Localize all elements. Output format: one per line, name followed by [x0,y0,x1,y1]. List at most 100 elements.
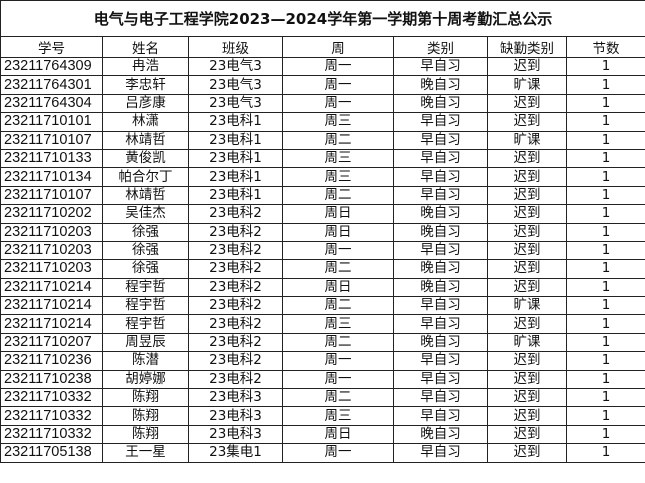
cell-student-id: 23211710203 [0,259,103,279]
cell-name: 林潇 [102,112,189,132]
cell-class: 23电科1 [188,185,283,206]
table-row: 23211710134 帕合尔丁 23电科1 周三 早自习 迟到 1 [0,167,645,187]
cell-absence-type: 迟到 [487,388,567,408]
cell-periods: 1 [565,185,645,206]
table-row: 23211710203 徐强 23电科2 周日 晚自习 迟到 1 [0,222,645,242]
cell-absence-type: 迟到 [487,56,567,77]
table-row: 23211710133 黄俊凯 23电科1 周三 早自习 迟到 1 [0,148,645,169]
col-header-name: 姓名 [102,36,189,58]
cell-absence-type: 迟到 [487,443,567,463]
cell-category: 早自习 [393,112,488,132]
cell-class: 23电科1 [188,130,283,150]
cell-category: 早自习 [393,351,488,371]
cell-name: 李忠轩 [102,75,189,95]
cell-absence-type: 迟到 [487,259,567,279]
cell-week-day: 周一 [282,369,394,390]
cell-periods: 1 [565,277,645,298]
cell-student-id: 23211710214 [0,296,103,316]
table-row: 23211710332 陈翔 23电科3 周三 早自习 迟到 1 [0,406,645,426]
table-row: 23211710107 林靖哲 23电科1 周二 早自习 迟到 1 [0,185,645,206]
cell-week-day: 周二 [282,388,394,408]
cell-absence-type: 迟到 [487,148,567,169]
cell-category: 早自习 [393,185,488,206]
cell-student-id: 23211710203 [0,240,103,261]
cell-week-day: 周一 [282,443,394,463]
cell-periods: 1 [565,56,645,77]
cell-student-id: 23211710203 [0,222,103,242]
cell-student-id: 23211710207 [0,332,103,353]
cell-class: 23电科2 [188,259,283,279]
cell-periods: 1 [565,424,645,445]
table-row: 23211710107 林靖哲 23电科1 周二 早自习 旷课 1 [0,130,645,150]
table-row: 23211705138 王一星 23集电1 周一 早自习 迟到 1 [0,443,645,463]
sheet-title: 电气与电子工程学院2023—2024学年第一学期第十周考勤汇总公示 [0,0,645,37]
col-header-class: 班级 [188,36,283,58]
table-row: 23211710236 陈潜 23电科2 周一 早自习 迟到 1 [0,351,645,371]
cell-name: 帕合尔丁 [102,167,189,187]
cell-periods: 1 [565,75,645,95]
cell-absence-type: 旷课 [487,130,567,150]
cell-category: 早自习 [393,148,488,169]
cell-category: 早自习 [393,314,488,334]
cell-class: 23集电1 [188,443,283,463]
cell-absence-type: 迟到 [487,222,567,242]
cell-name: 林靖哲 [102,130,189,150]
cell-name: 程宇哲 [102,314,189,334]
cell-periods: 1 [565,204,645,224]
col-header-week-day: 周 [282,36,394,58]
cell-student-id: 23211710202 [0,204,103,224]
cell-periods: 1 [565,112,645,132]
cell-student-id: 23211710133 [0,148,103,169]
cell-student-id: 23211710238 [0,369,103,390]
cell-name: 胡婷娜 [102,369,189,390]
cell-category: 早自习 [393,369,488,390]
cell-name: 徐强 [102,222,189,242]
cell-category: 早自习 [393,296,488,316]
cell-student-id: 23211710332 [0,424,103,445]
table-row: 23211710214 程宇哲 23电科2 周三 早自习 迟到 1 [0,314,645,334]
cell-week-day: 周日 [282,424,394,445]
table-row: 23211710203 徐强 23电科2 周二 晚自习 迟到 1 [0,259,645,279]
cell-category: 晚自习 [393,424,488,445]
cell-class: 23电气3 [188,93,283,114]
cell-name: 陈翔 [102,388,189,408]
cell-name: 陈翔 [102,406,189,426]
cell-student-id: 23211710134 [0,167,103,187]
cell-class: 23电科2 [188,296,283,316]
cell-week-day: 周二 [282,185,394,206]
table-row: 23211764304 吕彦康 23电气3 周一 晚自习 迟到 1 [0,93,645,114]
cell-name: 冉浩 [102,56,189,77]
cell-week-day: 周三 [282,167,394,187]
cell-periods: 1 [565,259,645,279]
cell-periods: 1 [565,130,645,150]
table-row: 23211710101 林潇 23电科1 周三 早自习 迟到 1 [0,112,645,132]
cell-periods: 1 [565,167,645,187]
cell-absence-type: 迟到 [487,369,567,390]
cell-category: 早自习 [393,240,488,261]
cell-absence-type: 迟到 [487,240,567,261]
cell-periods: 1 [565,406,645,426]
col-header-absence-type: 缺勤类别 [487,36,567,58]
cell-class: 23电科2 [188,332,283,353]
cell-periods: 1 [565,388,645,408]
cell-category: 晚自习 [393,75,488,95]
cell-week-day: 周二 [282,296,394,316]
cell-class: 23电科1 [188,112,283,132]
cell-week-day: 周二 [282,332,394,353]
col-header-student-id: 学号 [0,36,103,58]
cell-student-id: 23211705138 [0,443,103,463]
cell-category: 早自习 [393,130,488,150]
cell-absence-type: 迟到 [487,314,567,334]
cell-absence-type: 旷课 [487,296,567,316]
cell-category: 晚自习 [393,222,488,242]
cell-absence-type: 迟到 [487,277,567,298]
cell-student-id: 23211710107 [0,130,103,150]
cell-class: 23电科2 [188,222,283,242]
cell-student-id: 23211710214 [0,277,103,298]
cell-class: 23电科3 [188,388,283,408]
cell-week-day: 周日 [282,222,394,242]
cell-category: 早自习 [393,167,488,187]
cell-name: 王一星 [102,443,189,463]
cell-name: 陈翔 [102,424,189,445]
cell-periods: 1 [565,443,645,463]
